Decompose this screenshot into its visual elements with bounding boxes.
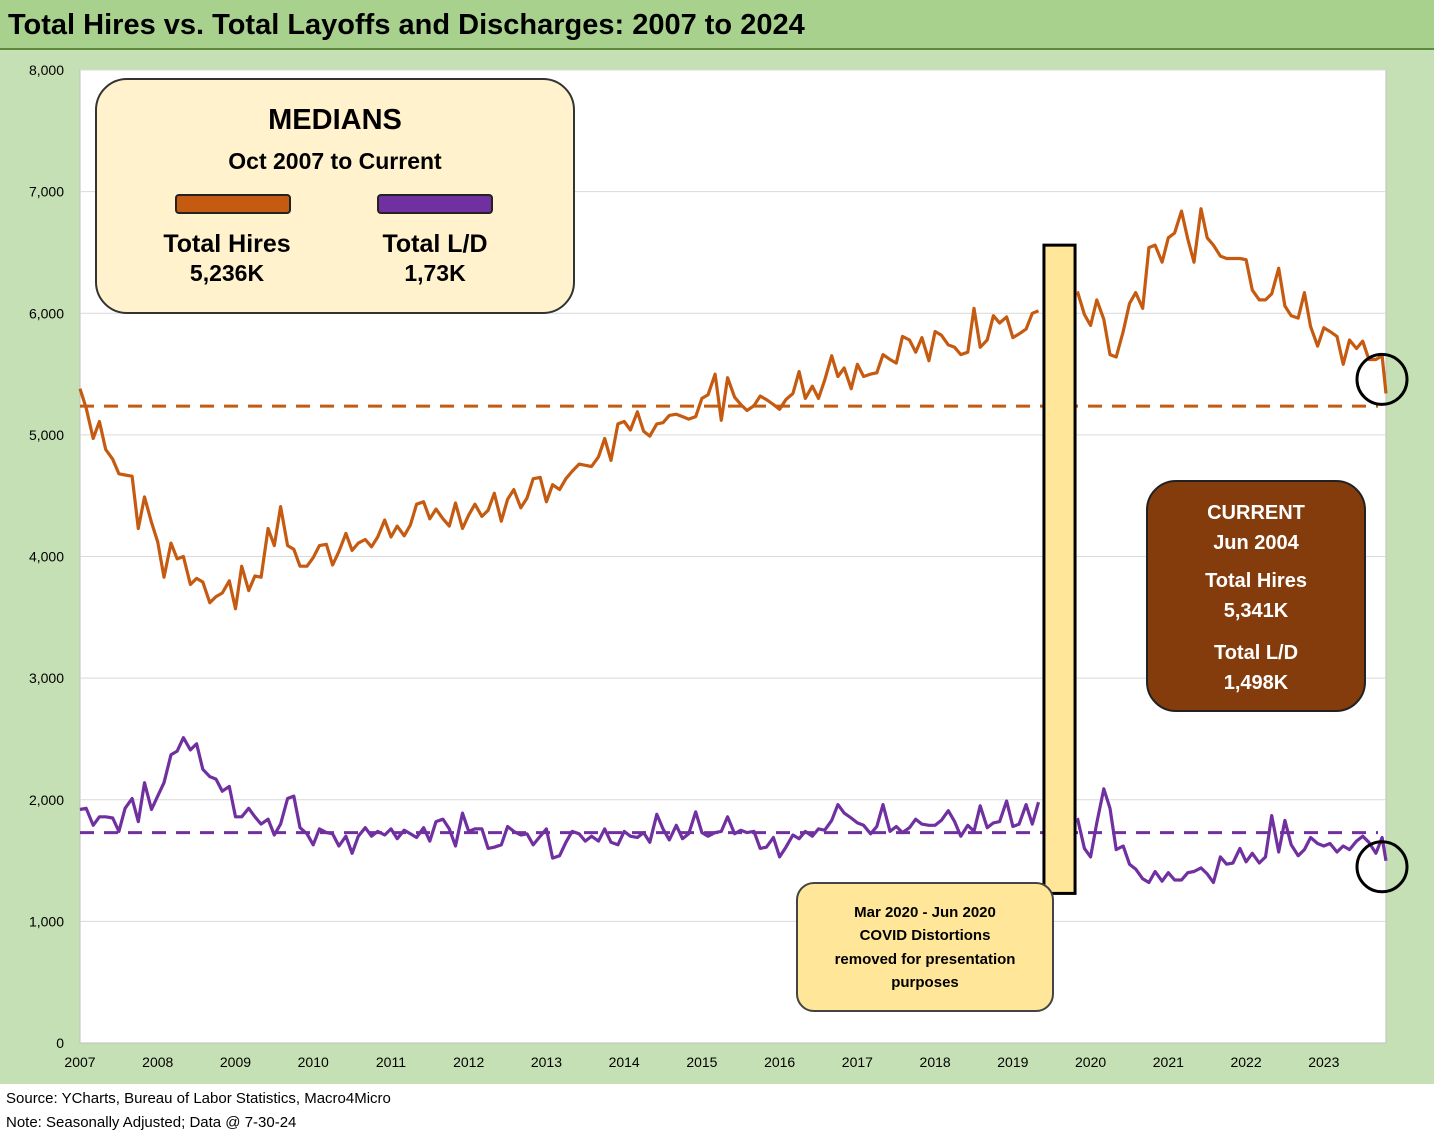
x-tick-label: 2012 [453,1054,484,1070]
x-tick-label: 2013 [531,1054,562,1070]
hires-current-circle [1355,352,1409,406]
medians-box: MEDIANS Oct 2007 to Current Total Hires … [95,78,575,314]
current-date: Jun 2004 [1213,532,1299,554]
current-ld-label: Total L/D [1213,642,1299,664]
y-tick-label: 6,000 [29,305,64,321]
current-box: CURRENT Jun 2004 Total Hires 5,341K Tota… [1146,480,1366,712]
x-tick-label: 2017 [842,1054,873,1070]
covid-gap-bar [1042,243,1077,895]
medians-ld-value: 1,73K [404,260,466,286]
footer: Source: YCharts, Bureau of Labor Statist… [0,1084,1434,1138]
covid-note-line-4: purposes [891,974,959,991]
covid-note-box: Mar 2020 - Jun 2020 COVID Distortions re… [796,882,1054,1012]
x-tick-label: 2016 [764,1054,795,1070]
y-tick-label: 1,000 [29,913,64,929]
x-tick-label: 2019 [997,1054,1028,1070]
medians-ld-label: Total L/D [382,230,488,258]
covid-note-line-3: removed for presentation [834,951,1016,968]
x-tick-label: 2008 [142,1054,173,1070]
y-tick-label: 4,000 [29,549,64,565]
ld-current-circle [1355,840,1409,894]
hires-line [78,207,1388,611]
title-bar: Total Hires vs. Total Layoffs and Discha… [0,0,1434,50]
medians-hires-label: Total Hires [163,230,291,258]
y-tick-label: 5,000 [29,427,64,443]
x-tick-label: 2011 [376,1054,406,1070]
y-tick-label: 7,000 [29,184,64,200]
medians-heading: MEDIANS [268,104,402,136]
medians-period: Oct 2007 to Current [228,148,442,174]
x-tick-label: 2022 [1230,1054,1261,1070]
x-tick-label: 2010 [298,1054,329,1070]
y-tick-label: 0 [56,1035,64,1051]
x-tick-label: 2018 [920,1054,951,1070]
current-hires-label: Total Hires [1205,570,1307,592]
x-tick-label: 2015 [686,1054,717,1070]
covid-note-line-2: COVID Distortions [859,927,991,944]
x-tick-label: 2007 [64,1054,95,1070]
current-hires-value: 5,341K [1223,600,1289,622]
y-tick-label: 8,000 [29,62,64,78]
x-tick-label: 2014 [609,1054,640,1070]
data-note: Note: Seasonally Adjusted; Data @ 7-30-2… [6,1114,297,1131]
ld-line [79,736,1388,885]
medians-hires-value: 5,236K [189,260,265,286]
x-tick-label: 2023 [1308,1054,1339,1070]
source-note: Source: YCharts, Bureau of Labor Statist… [6,1090,391,1107]
current-ld-value: 1,498K [1223,672,1289,694]
current-heading: CURRENT [1207,502,1305,524]
x-tick-label: 2009 [220,1054,251,1070]
y-tick-label: 3,000 [29,670,64,686]
y-tick-label: 2,000 [29,792,64,808]
chart-title: Total Hires vs. Total Layoffs and Discha… [8,9,805,41]
x-tick-label: 2020 [1075,1054,1106,1070]
hires-legend-swatch [175,194,291,214]
ld-legend-swatch [377,194,493,214]
x-tick-label: 2021 [1153,1054,1184,1070]
covid-note-line-1: Mar 2020 - Jun 2020 [854,904,996,921]
